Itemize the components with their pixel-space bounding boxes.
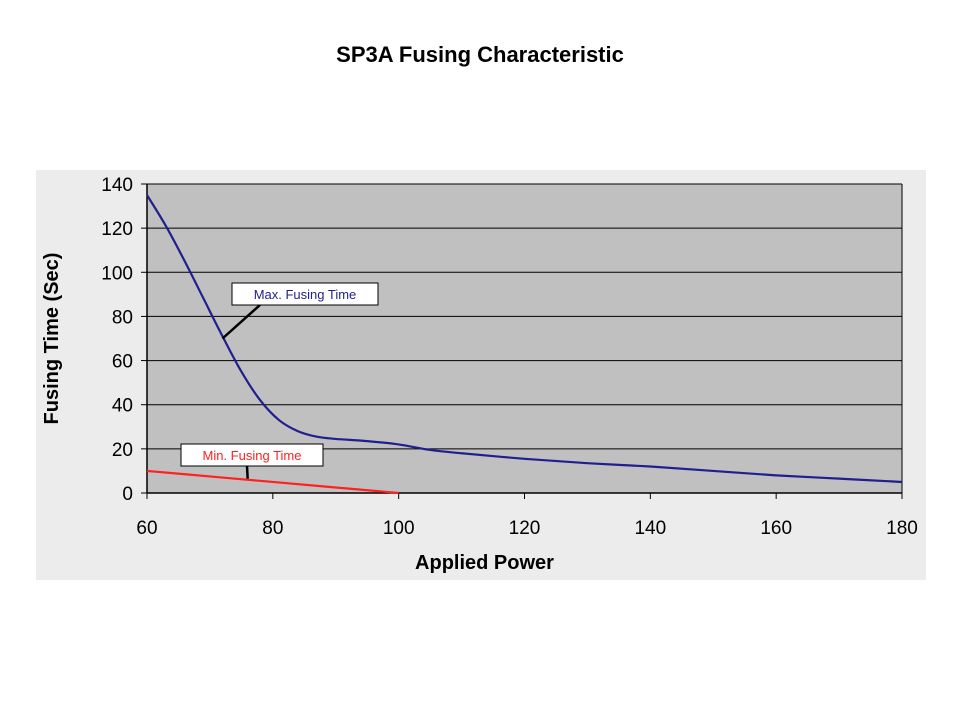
x-tick-label-100: 100 [383, 518, 415, 539]
y-tick-label-20: 20 [112, 440, 133, 461]
callout-text-1: Min. Fusing Time [203, 448, 302, 463]
x-tick-label-180: 180 [886, 518, 918, 539]
y-tick-label-60: 60 [112, 352, 133, 373]
callout-0: Max. Fusing Time [221, 282, 379, 340]
y-axis-title: Fusing Time (Sec) [41, 253, 63, 425]
x-tick-label-80: 80 [262, 518, 283, 539]
x-tick-label-160: 160 [760, 518, 792, 539]
callout-box-1 [180, 443, 324, 467]
plot-area [147, 184, 902, 493]
fusing-chart: 0 20 40 60 80 100 120 140 60 80 100 120 140 160 180 M… [41, 175, 918, 574]
series-lines [146, 194, 903, 495]
x-tick-label-140: 140 [634, 518, 666, 539]
y-tick-labels: 0 20 40 60 80 100 120 140 [101, 175, 147, 505]
callout-text-0: Max. Fusing Time [254, 287, 357, 302]
y-tick-label-0: 0 [122, 484, 133, 505]
callouts: Max. Fusing Time Min. Fusing Time [180, 282, 379, 479]
y-tick-label-120: 120 [101, 219, 133, 240]
chart-panel: 0 20 40 60 80 100 120 140 60 80 100 120 140 160 180 M… [36, 170, 926, 580]
y-tick-label-140: 140 [101, 175, 133, 196]
x-tick-labels: 60 80 100 120 140 160 180 [136, 493, 918, 539]
callout-leader-0 [221, 304, 261, 340]
x-axis-title: Applied Power [415, 552, 554, 574]
x-tick-label-120: 120 [509, 518, 541, 539]
y-tick-label-40: 40 [112, 396, 133, 417]
callout-1: Min. Fusing Time [180, 443, 324, 479]
y-tick-label-100: 100 [101, 263, 133, 284]
page-title: SP3A Fusing Characteristic [336, 42, 624, 67]
x-tick-label-60: 60 [136, 518, 157, 539]
series-line-1 [146, 469, 399, 495]
series-line-0 [146, 194, 903, 484]
callout-leader-1 [245, 465, 249, 479]
y-tick-label-80: 80 [112, 307, 133, 328]
callout-box-0 [231, 282, 379, 306]
